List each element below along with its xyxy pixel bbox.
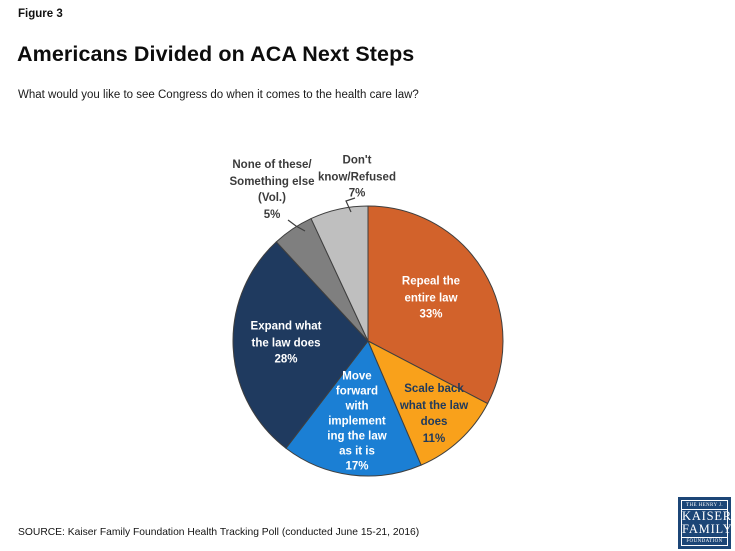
kff-logo-name-line2: FAMILY (682, 522, 733, 536)
kff-logo-top-text: THE HENRY J. (682, 501, 727, 510)
pie-slices (232, 205, 504, 477)
page-title: Americans Divided on ACA Next Steps (17, 42, 415, 66)
leader-line-none-of-these (287, 219, 306, 232)
leader-line-dont-know (345, 197, 356, 213)
kff-logo-frame: THE HENRY J. KAISER FAMILY FOUNDATION (681, 500, 733, 546)
pie-slice-2 (285, 340, 422, 477)
pie-slice-5 (310, 205, 369, 342)
pie-slice-1 (367, 340, 489, 466)
kff-logo-bottom-text: FOUNDATION (682, 536, 727, 546)
kff-logo-name: KAISER FAMILY (682, 509, 733, 537)
pie-slice-0 (367, 205, 504, 405)
pie-slice-3 (232, 241, 369, 449)
figure-label: Figure 3 (18, 8, 63, 20)
kff-logo: THE HENRY J. KAISER FAMILY FOUNDATION (678, 497, 733, 549)
survey-question: What would you like to see Congress do w… (18, 89, 419, 101)
kff-logo-name-line1: KAISER (682, 509, 732, 523)
source-note: SOURCE: Kaiser Family Foundation Health … (18, 527, 420, 538)
